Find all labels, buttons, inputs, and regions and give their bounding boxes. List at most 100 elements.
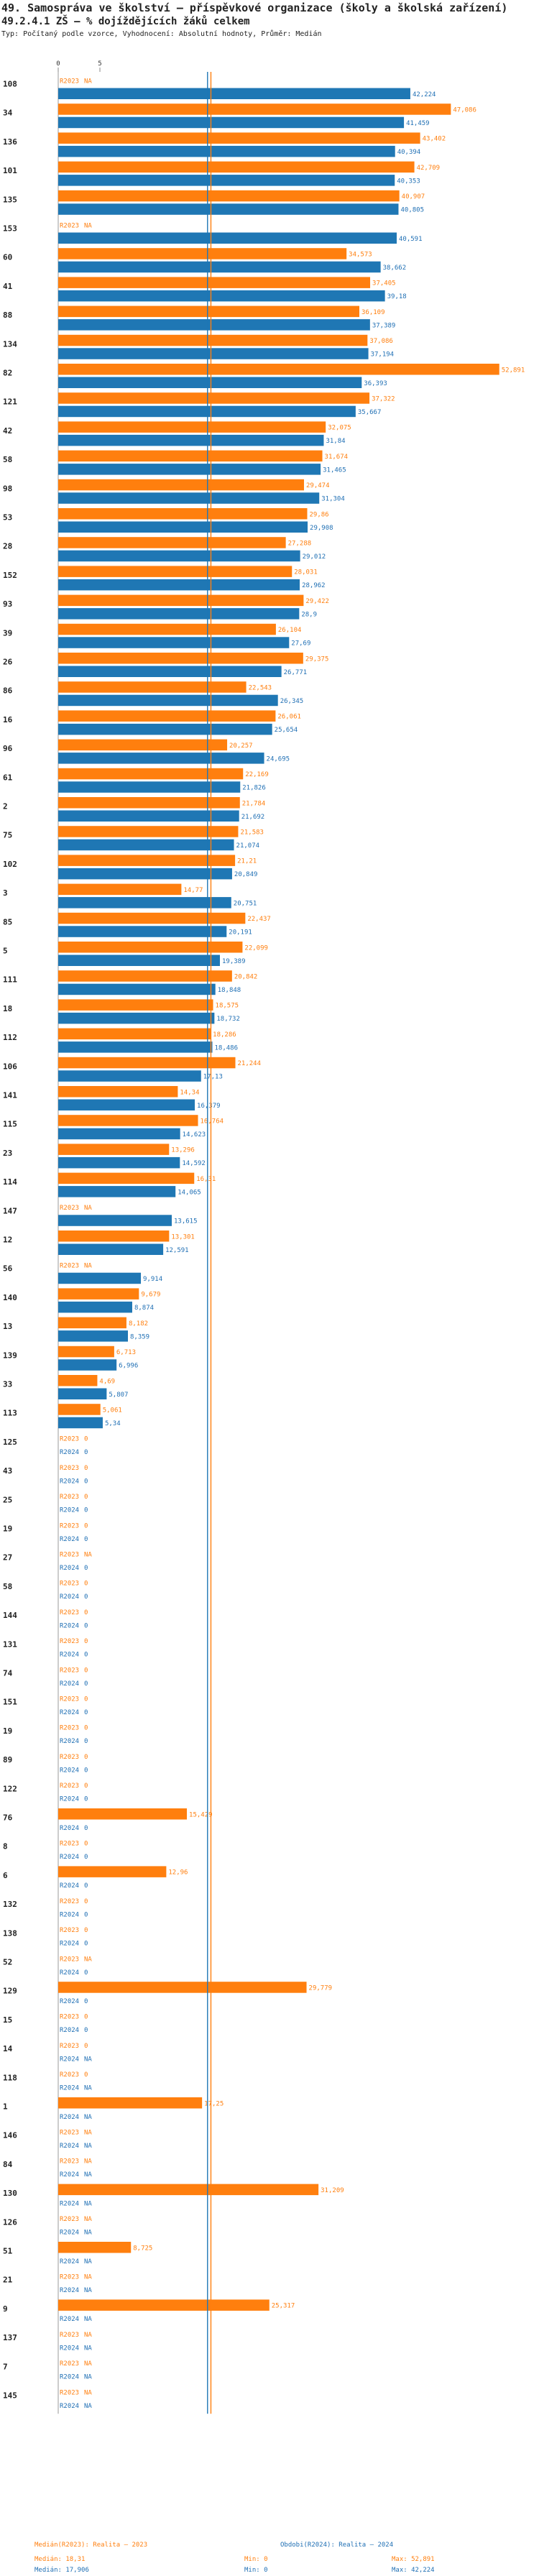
bar-2024	[58, 1070, 201, 1082]
bar-2024	[58, 1099, 195, 1110]
data-label: 14,623	[183, 1131, 206, 1138]
series-tag: R2023	[60, 1581, 79, 1588]
data-label: 0	[84, 1738, 88, 1745]
bar-2024	[58, 608, 300, 620]
series-tag: R2024	[60, 2230, 79, 2237]
data-label: NA	[84, 2287, 92, 2294]
data-label: NA	[84, 2171, 92, 2179]
bar-2024	[58, 348, 369, 359]
series-tag: R2023	[60, 1667, 79, 1674]
data-label: 28,031	[294, 569, 318, 576]
series-tag: R2023	[60, 1840, 79, 1847]
bar-2024	[58, 666, 282, 677]
data-label: 26,104	[278, 627, 302, 634]
category-label: 135	[3, 195, 17, 204]
bar-2023	[58, 364, 499, 375]
series-tag: R2024	[60, 2200, 79, 2207]
category-label: 2	[3, 802, 8, 811]
data-label: 0	[84, 2014, 88, 2021]
category-label: 15	[3, 2015, 12, 2025]
category-label: 39	[3, 628, 12, 638]
series-tag: R2024	[60, 1825, 79, 1832]
series-tag: R2023	[60, 2360, 79, 2368]
category-label: 13	[3, 1322, 12, 1331]
category-label: 152	[3, 571, 17, 580]
category-label: 34	[3, 109, 13, 118]
bar-2023	[58, 161, 415, 173]
series-tag: R2024	[60, 1998, 79, 2005]
data-label: 0	[84, 1449, 88, 1456]
data-label: 29,422	[305, 598, 329, 605]
series-tag: R2023	[60, 1262, 79, 1269]
data-label: 29,012	[303, 553, 326, 561]
data-label: 0	[84, 1478, 88, 1485]
category-label: 76	[3, 1813, 13, 1823]
data-label: 52,891	[502, 367, 525, 374]
data-label: NA	[84, 2158, 92, 2166]
category-label: 98	[3, 484, 12, 493]
data-label: 16,764	[201, 1118, 224, 1125]
data-label: 37,194	[371, 351, 395, 359]
category-label: 145	[3, 2391, 17, 2401]
bar-2023	[58, 1144, 170, 1155]
series-tag: R2023	[60, 2332, 79, 2339]
category-label: 134	[3, 339, 17, 349]
bar-2024	[58, 1359, 117, 1371]
category-label: 7	[3, 2362, 8, 2371]
category-label: 12	[3, 1236, 12, 1245]
series-tag: R2024	[60, 2056, 79, 2063]
series-tag: R2024	[60, 1652, 79, 1659]
bar-2024	[58, 88, 410, 99]
data-label: NA	[84, 2360, 92, 2368]
chart-subtitle: 49.2.4.1 ZŠ – % dojíždějících žáků celke…	[1, 16, 250, 27]
series-tag: R2024	[60, 2171, 79, 2179]
series-tag: R2023	[60, 78, 79, 85]
bar-2024	[58, 521, 308, 533]
series-tag: R2023	[60, 1956, 79, 1963]
series-tag: R2024	[60, 2085, 79, 2092]
bar-2024	[58, 261, 381, 273]
series-tag: R2024	[60, 2345, 79, 2352]
bar-2023	[58, 1028, 211, 1040]
series-tag: R2023	[60, 1898, 79, 1905]
bar-2024	[58, 839, 234, 851]
data-label: 14,34	[180, 1089, 199, 1096]
bar-2023	[58, 1866, 167, 1877]
category-label: 141	[3, 1091, 17, 1100]
bar-2024	[58, 753, 264, 764]
data-label: NA	[84, 2345, 92, 2352]
data-label: 0	[84, 1622, 88, 1629]
bar-2024	[58, 1243, 164, 1255]
data-label: NA	[84, 2216, 92, 2223]
data-label: 0	[84, 1840, 88, 1847]
bar-2024	[58, 319, 370, 331]
series-tag: R2023	[60, 2129, 79, 2136]
bar-2024	[58, 694, 278, 707]
category-label: 137	[3, 2333, 17, 2342]
data-label: 40,591	[399, 236, 423, 243]
category-label: 115	[3, 1120, 17, 1129]
data-label: 0	[84, 2043, 88, 2050]
median-2023: Medián: 18,31	[34, 2556, 86, 2563]
bar-2024	[58, 290, 385, 302]
bar-2024	[58, 637, 290, 648]
data-label: 0	[84, 1494, 88, 1501]
series-tag: R2024	[60, 1882, 79, 1890]
data-label: NA	[84, 1205, 92, 1212]
data-label: NA	[84, 2056, 92, 2063]
series-tag: R2023	[60, 1522, 79, 1530]
data-label: NA	[84, 222, 92, 229]
bar-2023	[58, 1288, 139, 1300]
bar-2023	[58, 883, 182, 896]
bar-2024	[58, 405, 356, 418]
data-label: 22,099	[244, 944, 268, 952]
data-label: 0	[84, 1680, 88, 1688]
series-tag: R2024	[60, 2374, 79, 2381]
data-label: 0	[84, 1709, 88, 1716]
data-label: 40,353	[397, 178, 420, 185]
data-label: 9,914	[143, 1276, 162, 1283]
data-label: 31,84	[326, 438, 345, 445]
category-label: 41	[3, 282, 13, 291]
category-label: 21	[3, 2276, 13, 2285]
max-2024: Max: 42,224	[392, 2567, 435, 2574]
